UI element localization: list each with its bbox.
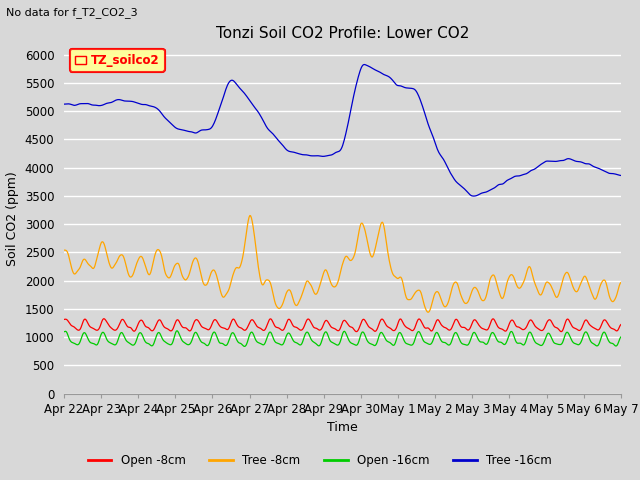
Y-axis label: Soil CO2 (ppm): Soil CO2 (ppm)	[6, 171, 19, 266]
X-axis label: Time: Time	[327, 421, 358, 434]
Text: No data for f_T2_CO2_3: No data for f_T2_CO2_3	[6, 7, 138, 18]
Title: Tonzi Soil CO2 Profile: Lower CO2: Tonzi Soil CO2 Profile: Lower CO2	[216, 25, 469, 41]
Legend: Open -8cm, Tree -8cm, Open -16cm, Tree -16cm: Open -8cm, Tree -8cm, Open -16cm, Tree -…	[83, 449, 557, 472]
Legend: TZ_soilco2: TZ_soilco2	[70, 49, 164, 72]
